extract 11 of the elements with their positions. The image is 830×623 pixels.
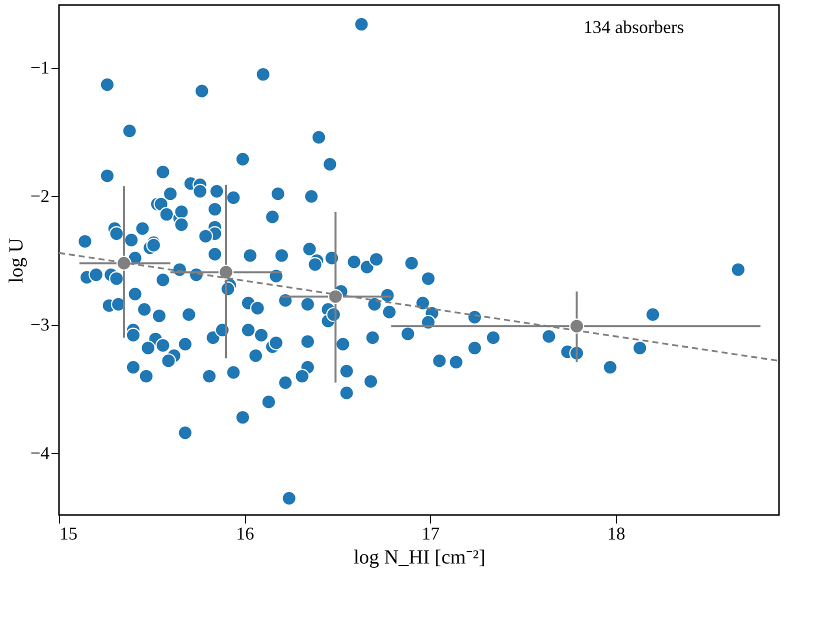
y-tick-label: −2 (30, 186, 50, 206)
x-tick-label: 15 (60, 524, 78, 544)
y-tick-label: −1 (30, 57, 50, 78)
x-tick-label: 17 (422, 524, 440, 544)
y-tick-label: −4 (30, 442, 50, 463)
x-axis-title: log N_HI [cm⁻²] (354, 546, 486, 568)
y-axis-title: log U (5, 237, 28, 283)
x-tick-label: 16 (236, 524, 254, 544)
y-tick-label: −3 (30, 314, 50, 334)
annotation: 134 absorbers (584, 17, 684, 37)
x-tick-label: 18 (607, 524, 626, 544)
